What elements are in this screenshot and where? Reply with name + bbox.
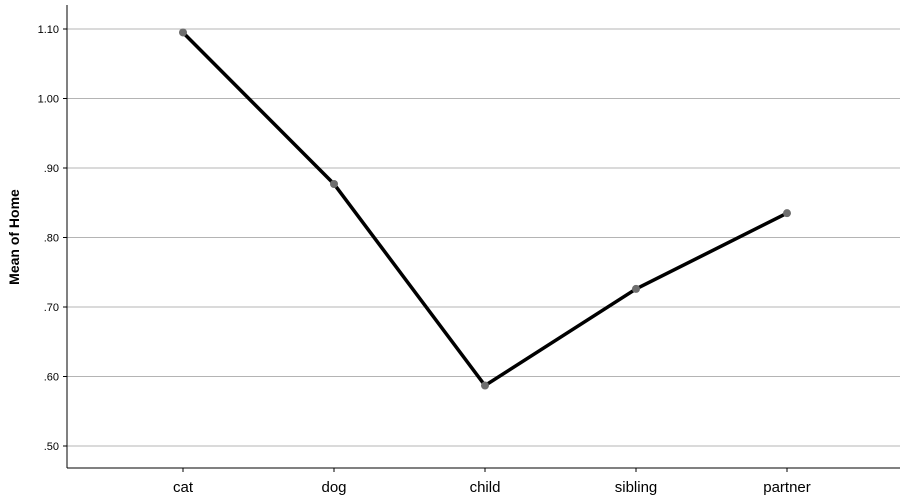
gridlines	[67, 28, 900, 447]
series-polyline	[181, 30, 789, 388]
data-point	[632, 284, 640, 293]
y-tick-label: 1.00	[38, 94, 59, 106]
series-line	[179, 28, 791, 390]
y-tick-label: .80	[44, 233, 59, 245]
y-tick-label: .90	[44, 163, 59, 175]
data-point	[481, 381, 489, 390]
x-category-label: partner	[763, 479, 811, 496]
x-category-label: cat	[173, 479, 194, 496]
y-tick-label: .70	[44, 302, 59, 314]
axes	[63, 5, 900, 472]
x-category-label: child	[470, 479, 501, 496]
data-point	[783, 209, 791, 218]
y-axis-title: Mean of Home	[6, 189, 22, 285]
y-tick-label: 1.10	[38, 24, 59, 36]
y-tick-label: .50	[44, 441, 59, 453]
y-tick-labels: .50 .60 .70 .80 .90 1.00 1.10	[38, 24, 59, 453]
x-category-labels: cat dog child sibling partner	[173, 479, 811, 496]
x-category-label: sibling	[615, 479, 658, 496]
data-point	[330, 179, 338, 188]
x-category-label: dog	[321, 479, 346, 496]
y-tick-label: .60	[44, 372, 59, 384]
data-point	[179, 28, 187, 37]
